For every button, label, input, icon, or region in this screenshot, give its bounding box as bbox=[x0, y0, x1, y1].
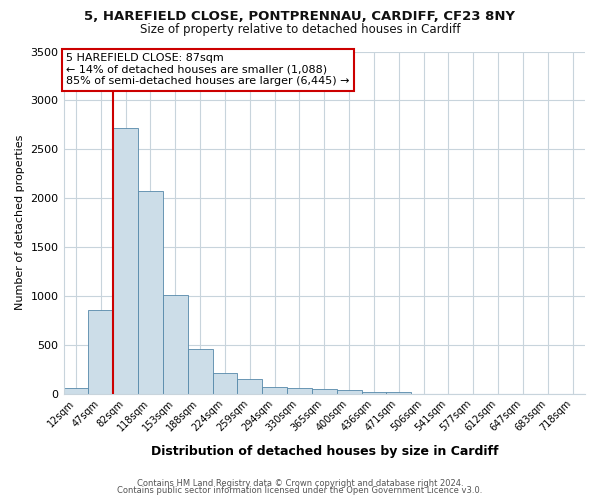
Text: Contains public sector information licensed under the Open Government Licence v3: Contains public sector information licen… bbox=[118, 486, 482, 495]
Bar bbox=[238, 380, 262, 394]
Bar bbox=[287, 388, 312, 394]
Text: Size of property relative to detached houses in Cardiff: Size of property relative to detached ho… bbox=[140, 22, 460, 36]
Bar bbox=[362, 392, 386, 394]
Bar bbox=[64, 388, 88, 394]
Bar bbox=[386, 392, 411, 394]
Text: Contains HM Land Registry data © Crown copyright and database right 2024.: Contains HM Land Registry data © Crown c… bbox=[137, 478, 463, 488]
Bar bbox=[212, 374, 238, 394]
X-axis label: Distribution of detached houses by size in Cardiff: Distribution of detached houses by size … bbox=[151, 444, 498, 458]
Bar bbox=[163, 295, 188, 394]
Y-axis label: Number of detached properties: Number of detached properties bbox=[15, 135, 25, 310]
Bar bbox=[138, 191, 163, 394]
Bar bbox=[113, 128, 138, 394]
Bar bbox=[262, 387, 287, 394]
Text: 5, HAREFIELD CLOSE, PONTPRENNAU, CARDIFF, CF23 8NY: 5, HAREFIELD CLOSE, PONTPRENNAU, CARDIFF… bbox=[85, 10, 515, 23]
Bar bbox=[188, 349, 212, 394]
Bar bbox=[337, 390, 362, 394]
Bar bbox=[312, 388, 337, 394]
Text: 5 HAREFIELD CLOSE: 87sqm
← 14% of detached houses are smaller (1,088)
85% of sem: 5 HAREFIELD CLOSE: 87sqm ← 14% of detach… bbox=[66, 53, 350, 86]
Bar bbox=[88, 310, 113, 394]
